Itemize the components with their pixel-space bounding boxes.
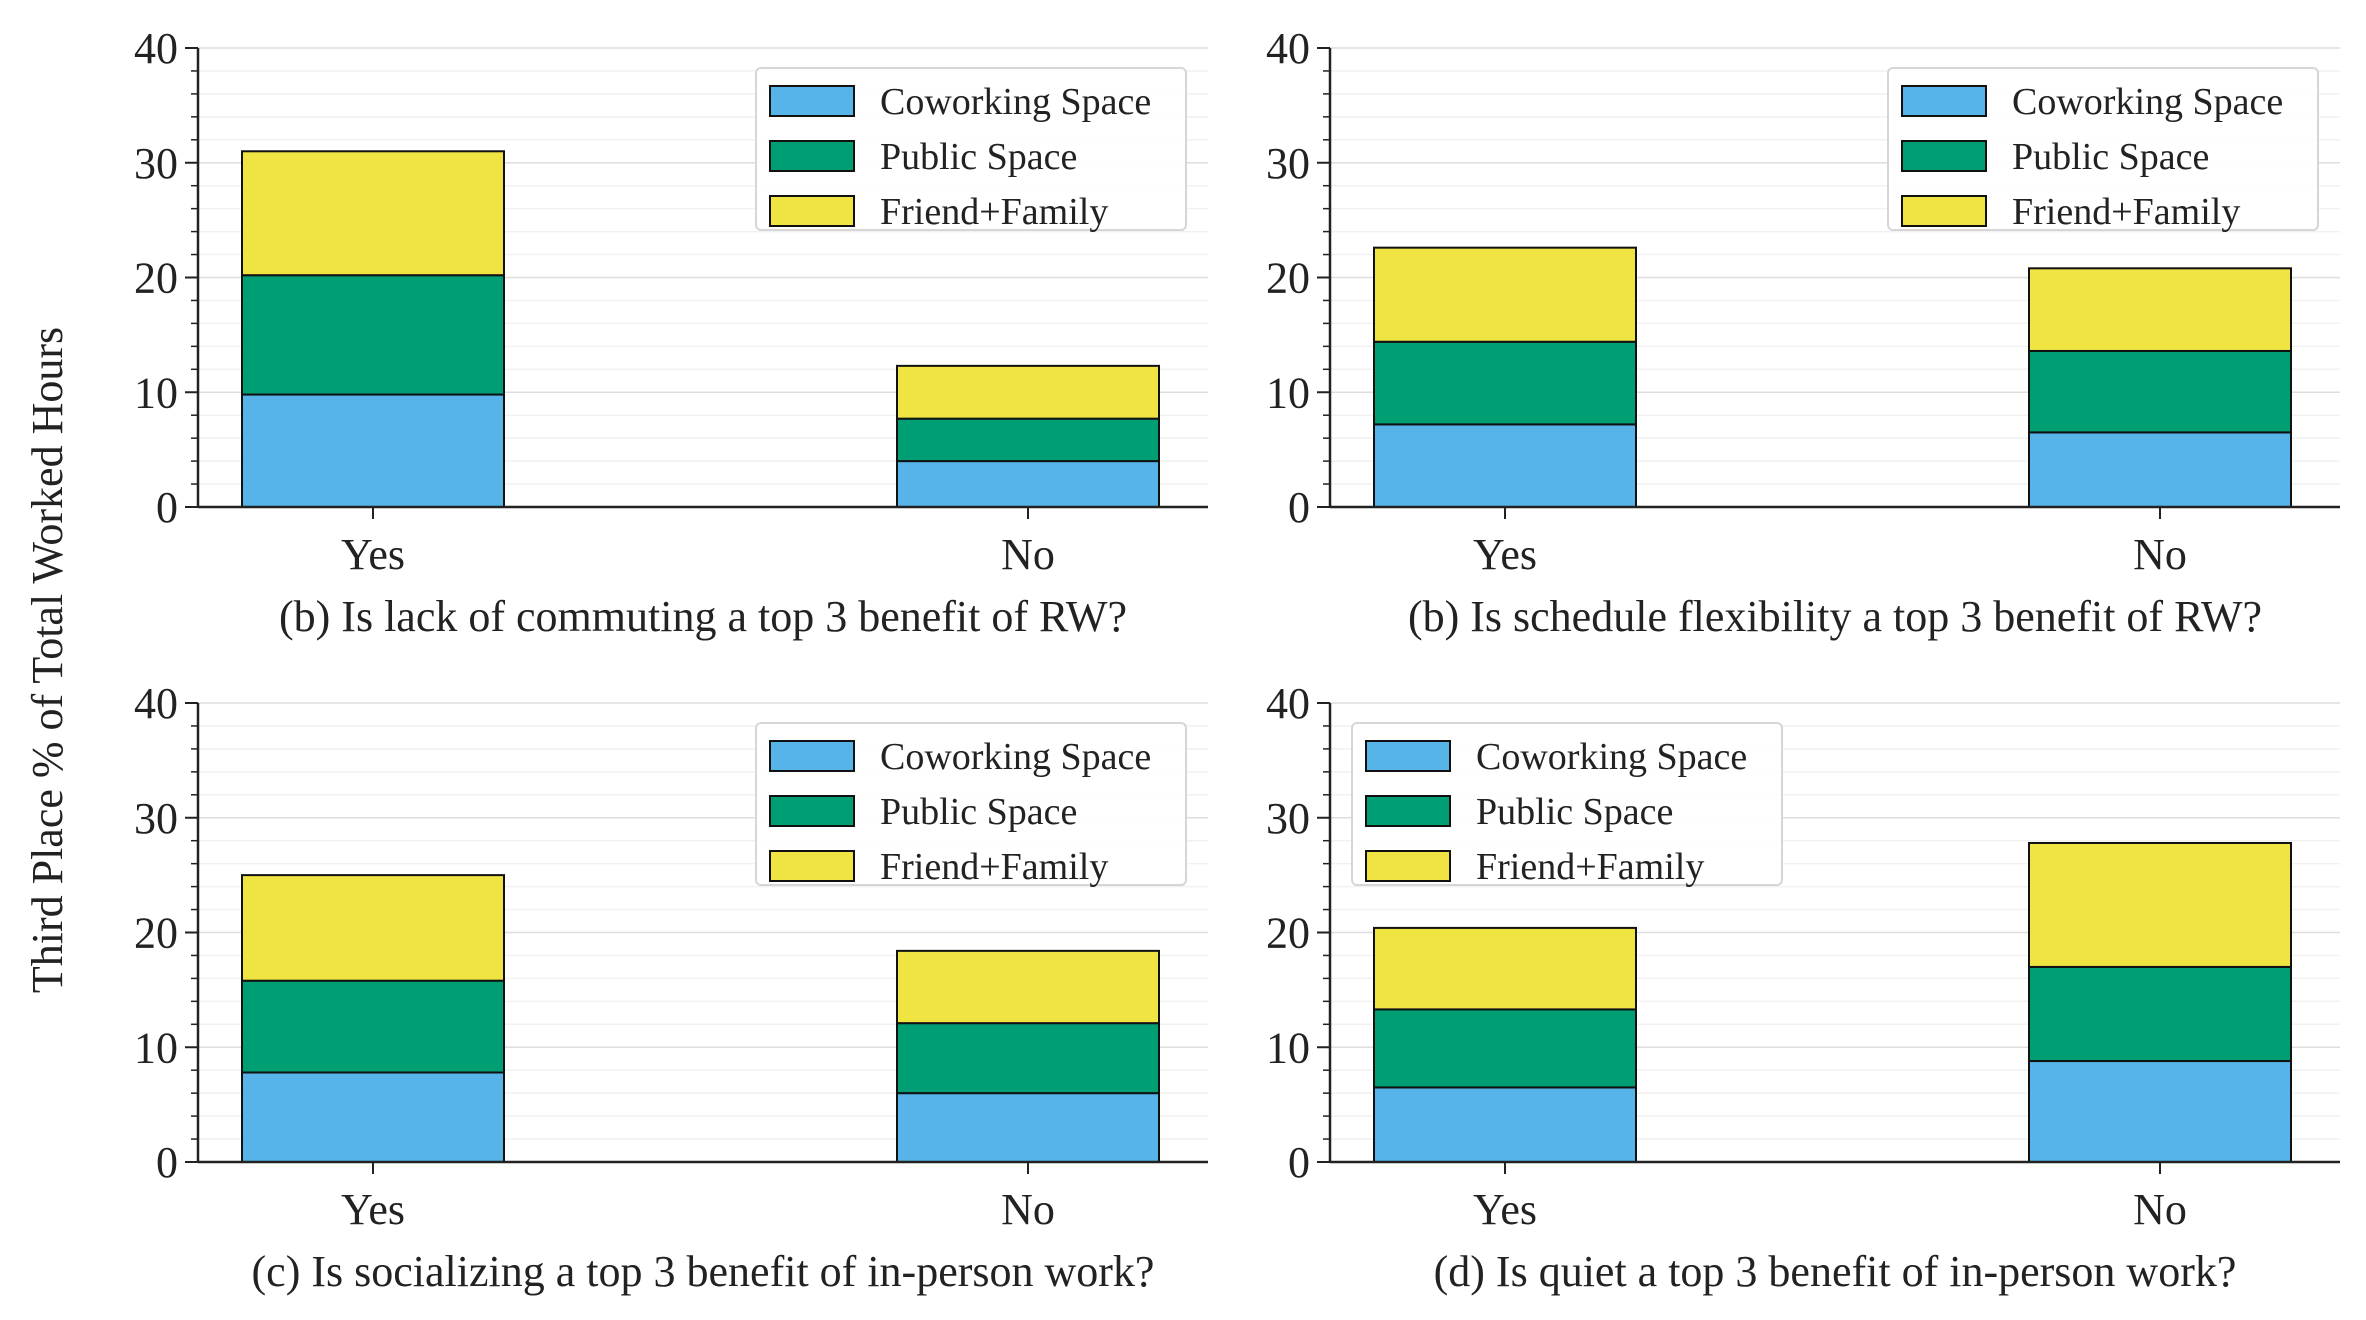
bar-segment-friend-family-no (2028, 841, 2292, 968)
y-tick-label: 20 (134, 909, 178, 958)
x-tick-label: No (2133, 530, 2187, 579)
legend-label: Coworking Space (880, 81, 1151, 123)
chart-panel-3: Yes No 0 10 20 30 40 (c) Is socializing a top 3… (134, 679, 1208, 1296)
bar-segment-public-space-yes (241, 979, 505, 1074)
bar-segment-public-space-no (896, 1022, 1160, 1095)
legend-swatch (769, 195, 855, 227)
legend-frame (755, 67, 1187, 231)
bar-segment-coworking-space-no (896, 460, 1160, 509)
x-tick-label: No (1001, 530, 1055, 579)
x-tick-label: Yes (341, 530, 405, 579)
x-tick-label: Yes (1473, 530, 1537, 579)
legend-swatch (1365, 850, 1451, 882)
legend-label: Public Space (1476, 791, 1673, 833)
y-tick-label: 10 (134, 368, 178, 417)
legend-label: Coworking Space (2012, 81, 2283, 123)
x-tick-label: Yes (341, 1185, 405, 1234)
panel-caption: (b) Is schedule flexibility a top 3 bene… (1408, 592, 2262, 641)
bar-segment-public-space-yes (1373, 1008, 1637, 1089)
legend-swatch (769, 795, 855, 827)
y-tick-label: 40 (134, 679, 178, 728)
legend-swatch (1901, 140, 1987, 172)
bar-segment-friend-family-yes (1373, 926, 1637, 1011)
bar-segment-public-space-no (2028, 349, 2292, 434)
panel-caption: (b) Is lack of commuting a top 3 benefit… (279, 592, 1127, 641)
bar-segment-friend-family-no (896, 364, 1160, 420)
chart-panel-2: Yes No 0 10 20 30 40 (b) Is schedule flexibilit… (1266, 24, 2340, 641)
chart-panel-4: Yes No 0 10 20 30 40 (d) Is quiet a top 3 benef… (1266, 679, 2340, 1296)
bar-segment-coworking-space-yes (1373, 1086, 1637, 1163)
legend-frame (1887, 67, 2319, 231)
chart-panel-1: Yes No 0 10 20 30 40 (b) Is lack of commuting a… (134, 24, 1208, 641)
y-tick-label: 30 (134, 794, 178, 843)
legend-label: Friend+Family (2012, 191, 2240, 233)
legend-swatch (769, 140, 855, 172)
y-tick-label: 0 (156, 1138, 178, 1187)
legend-frame (1351, 722, 1783, 886)
legend-swatch (769, 740, 855, 772)
bar-segment-friend-family-yes (241, 874, 505, 982)
legend: Coworking Space Public Space Friend+Family (1887, 67, 2319, 233)
bar-segment-friend-family-no (2028, 267, 2292, 352)
legend-swatch (1901, 195, 1987, 227)
bar-segment-friend-family-yes (1373, 246, 1637, 343)
bar-segment-coworking-space-yes (241, 1071, 505, 1163)
legend-label: Coworking Space (880, 736, 1151, 778)
legend-frame (755, 722, 1187, 886)
x-tick-label: Yes (1473, 1185, 1537, 1234)
bar-segment-coworking-space-no (896, 1092, 1160, 1164)
y-tick-label: 20 (1266, 254, 1310, 303)
legend: Coworking Space Public Space Friend+Family (1351, 722, 1783, 888)
legend-label: Friend+Family (1476, 846, 1704, 888)
y-tick-label: 0 (156, 483, 178, 532)
legend-swatch (1365, 740, 1451, 772)
y-tick-label: 10 (1266, 368, 1310, 417)
y-tick-label: 40 (134, 24, 178, 73)
y-tick-label: 0 (1288, 1138, 1310, 1187)
y-axis-label: Third Place % of Total Worked Hours (23, 327, 72, 993)
x-tick-label: No (1001, 1185, 1055, 1234)
legend-label: Public Space (880, 136, 1077, 178)
legend-swatch (1901, 85, 1987, 117)
legend-label: Public Space (2012, 136, 2209, 178)
y-tick-label: 20 (1266, 909, 1310, 958)
y-tick-label: 30 (1266, 794, 1310, 843)
legend-label: Public Space (880, 791, 1077, 833)
y-tick-label: 20 (134, 254, 178, 303)
legend-swatch (1365, 795, 1451, 827)
bar-segment-public-space-no (2028, 965, 2292, 1063)
legend-swatch (769, 850, 855, 882)
y-tick-label: 40 (1266, 24, 1310, 73)
x-tick-label: No (2133, 1185, 2187, 1234)
bar-segment-coworking-space-yes (1373, 423, 1637, 509)
y-tick-label: 0 (1288, 483, 1310, 532)
bar-segment-coworking-space-no (2028, 1060, 2292, 1164)
legend: Coworking Space Public Space Friend+Family (755, 67, 1187, 233)
bar-segment-friend-family-no (896, 949, 1160, 1025)
chart-panels: Yes No 0 10 20 30 40 (b) Is lack of commuting a… (134, 24, 2340, 1296)
legend-label: Friend+Family (880, 191, 1108, 233)
legend-label: Coworking Space (1476, 736, 1747, 778)
bar-segment-friend-family-yes (241, 150, 505, 277)
bar-segment-coworking-space-no (2028, 431, 2292, 509)
legend-swatch (769, 85, 855, 117)
legend: Coworking Space Public Space Friend+Family (755, 722, 1187, 888)
legend-label: Friend+Family (880, 846, 1108, 888)
y-tick-label: 30 (134, 139, 178, 188)
y-tick-label: 40 (1266, 679, 1310, 728)
bar-segment-public-space-no (896, 417, 1160, 463)
panel-caption: (c) Is socializing a top 3 benefit of in… (252, 1247, 1155, 1296)
bar-segment-public-space-yes (1373, 340, 1637, 426)
y-tick-label: 30 (1266, 139, 1310, 188)
bar-segment-public-space-yes (241, 274, 505, 396)
bar-segment-coworking-space-yes (241, 393, 505, 509)
y-tick-label: 10 (1266, 1023, 1310, 1072)
y-tick-label: 10 (134, 1023, 178, 1072)
panel-caption: (d) Is quiet a top 3 benefit of in-perso… (1434, 1247, 2237, 1296)
